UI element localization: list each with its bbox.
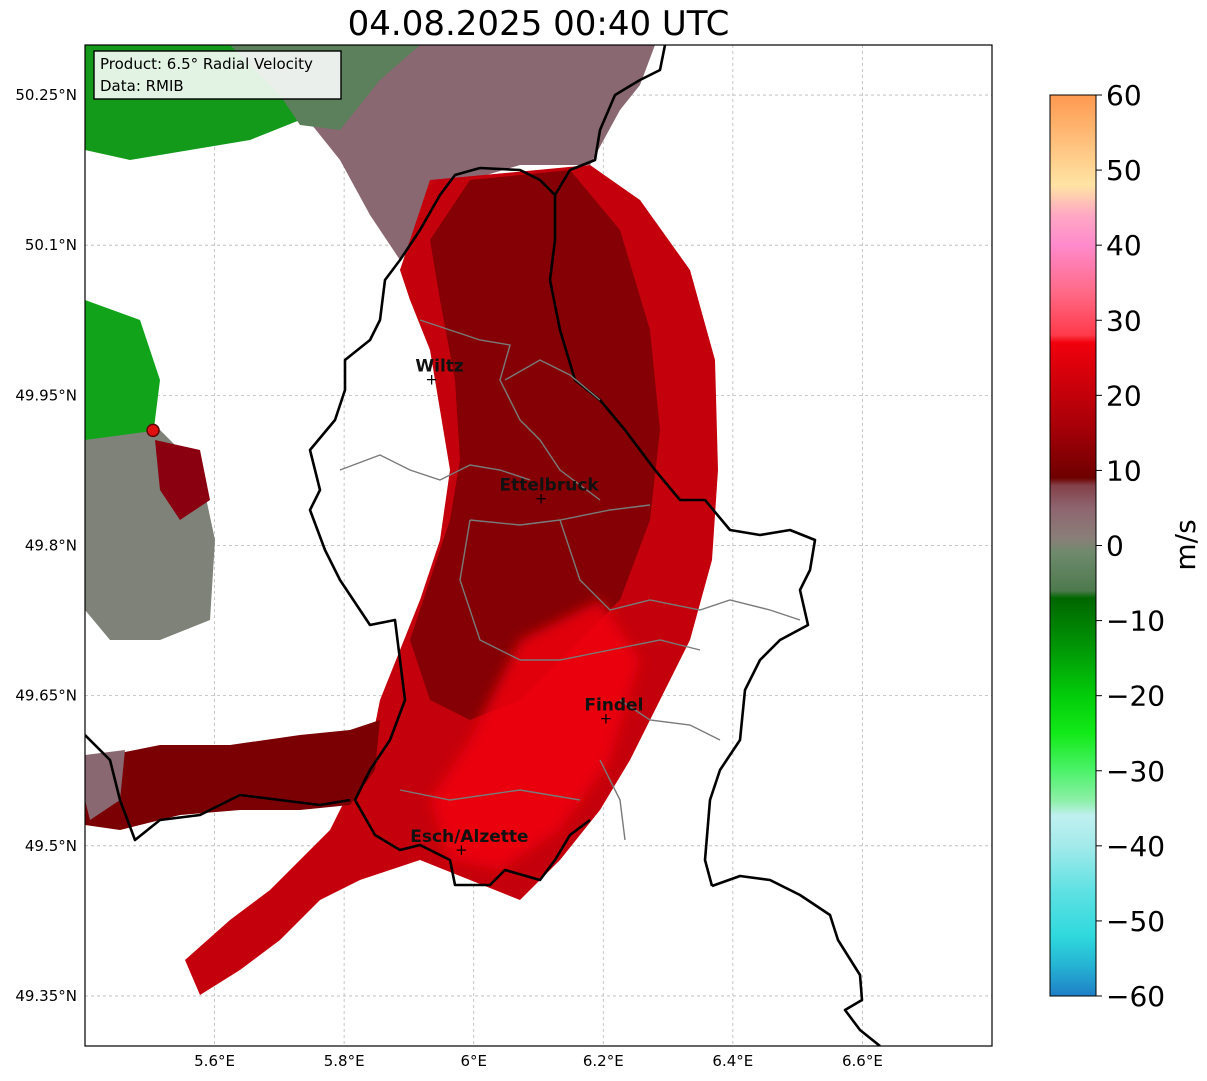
border-de-fr (711, 874, 881, 1046)
lon-tick-label: 6.6°E (842, 1052, 883, 1070)
lon-tick-label: 5.6°E (194, 1052, 235, 1070)
info-box: Product: 6.5° Radial Velocity Data: RMIB (93, 50, 342, 100)
colorbar: 60 50 40 30 20 10 0 −10 −20 −30 −40 −50 −60 m/s (1049, 79, 1202, 1013)
echo-darkred-core (410, 170, 660, 720)
city-marker-icon: + (600, 710, 613, 728)
colorbar-tick-label: −60 (1106, 980, 1165, 1013)
colorbar-tick-label: 0 (1106, 530, 1124, 563)
radar-site-marker (146, 423, 160, 438)
lon-tick-label: 5.8°E (324, 1052, 365, 1070)
colorbar-ticks: 60 50 40 30 20 10 0 −10 −20 −30 −40 −50 −60 (1096, 79, 1165, 1013)
city-label: Esch/Alzette (410, 827, 528, 847)
colorbar-tick-label: −30 (1106, 755, 1165, 788)
city-marker-icon: + (425, 370, 438, 388)
lon-tick-label: 6.2°E (583, 1052, 624, 1070)
echo-grey-southwest (85, 750, 125, 820)
colorbar-label: m/s (1169, 519, 1202, 570)
city-wiltz: +Wiltz (415, 356, 464, 388)
city-ettelbruck: +Ettelbruck (499, 475, 599, 507)
lat-tick-label: 49.95°N (15, 386, 77, 404)
city-esch-alzette: +Esch/Alzette (410, 827, 528, 859)
echo-red-radar (155, 440, 210, 520)
echo-bright-red (430, 600, 640, 870)
lat-tick-label: 50.1°N (25, 236, 77, 254)
colorbar-tick-label: 30 (1106, 304, 1142, 337)
map-frame (84, 44, 993, 1047)
lon-tick-label: 6.4°E (712, 1052, 753, 1070)
city-label: Findel (584, 696, 643, 716)
map-area: +Wiltz+Ettelbruck+Findel+Esch/Alzette Pr… (85, 45, 992, 1046)
city-markers: +Wiltz+Ettelbruck+Findel+Esch/Alzette (410, 356, 643, 858)
latitude-ticks: 50.25°N 50.1°N 49.95°N 49.8°N 49.65°N 49.5°N 4… (15, 86, 77, 1005)
colorbar-tick-label: 40 (1106, 229, 1142, 262)
colorbar-tick-label: 60 (1106, 79, 1142, 112)
city-findel: +Findel (584, 696, 643, 728)
colorbar-tick-label: −20 (1106, 680, 1165, 713)
colorbar-bar (1049, 94, 1097, 997)
lat-tick-label: 49.8°N (25, 537, 77, 555)
colorbar-tick-label: 20 (1106, 379, 1142, 412)
lat-tick-label: 49.35°N (15, 987, 77, 1005)
border-fr-south (85, 734, 351, 842)
map-title: 04.08.2025 00:40 UTC (347, 4, 730, 44)
lat-tick-label: 49.65°N (15, 687, 77, 705)
colorbar-tick-label: −40 (1106, 830, 1165, 863)
lat-tick-label: 50.25°N (15, 86, 77, 104)
lon-tick-label: 6°E (460, 1052, 487, 1070)
canton-borders (339, 319, 801, 841)
longitude-ticks: 5.6°E 5.8°E 6°E 6.2°E 6.4°E 6.6°E (194, 1052, 883, 1070)
colorbar-tick-label: 10 (1106, 454, 1142, 487)
city-marker-icon: + (535, 489, 548, 507)
lat-tick-label: 49.5°N (25, 837, 77, 855)
border-luxembourg (548, 45, 817, 887)
city-label: Wiltz (415, 356, 464, 376)
city-marker-icon: + (455, 841, 468, 859)
border-be-lu (308, 166, 591, 887)
country-borders (85, 45, 881, 1046)
radar-velocity-field (85, 45, 718, 995)
colorbar-tick-label: −10 (1106, 605, 1165, 638)
info-data-source: Data: RMIB (100, 77, 184, 95)
echo-grey-north (300, 45, 655, 260)
colorbar-tick-label: −50 (1106, 905, 1165, 938)
city-label: Ettelbruck (499, 475, 599, 495)
info-product: Product: 6.5° Radial Velocity (100, 55, 313, 73)
colorbar-tick-label: 50 (1106, 154, 1142, 187)
